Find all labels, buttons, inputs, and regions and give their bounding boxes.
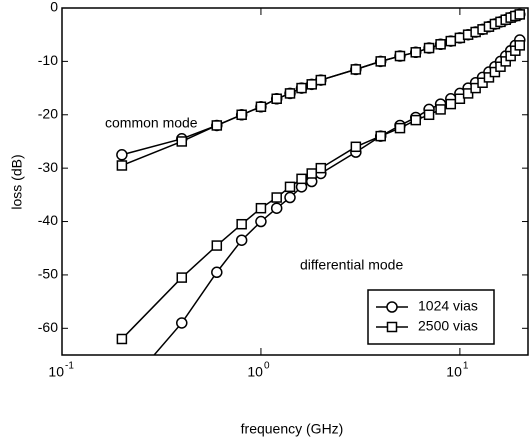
marker <box>514 9 526 20</box>
marker <box>454 93 466 105</box>
marker <box>435 104 446 115</box>
marker <box>483 72 495 83</box>
x-tick-exponent: 1 <box>463 361 469 372</box>
marker <box>350 64 362 75</box>
marker <box>271 93 282 105</box>
marker <box>255 215 267 228</box>
marker <box>296 173 307 185</box>
marker <box>284 181 296 193</box>
legend-label: 2500 vias <box>418 318 478 334</box>
marker <box>284 88 296 99</box>
marker <box>470 82 481 94</box>
marker <box>270 202 283 214</box>
y-tick-label: -40 <box>38 212 58 228</box>
marker <box>394 122 406 134</box>
marker <box>375 56 386 67</box>
marker <box>423 109 435 121</box>
marker <box>445 98 457 110</box>
marker <box>296 82 307 94</box>
x-axis-label: frequency (GHz) <box>241 421 344 437</box>
plot-area <box>116 8 526 397</box>
marker <box>211 120 223 131</box>
legend-marker <box>386 301 398 313</box>
marker <box>255 101 267 113</box>
marker <box>236 218 247 230</box>
marker <box>423 42 435 54</box>
marker <box>489 66 501 78</box>
marker <box>306 79 317 90</box>
marker <box>176 317 188 329</box>
marker <box>271 192 282 203</box>
y-tick-label: -30 <box>38 159 58 175</box>
axes-frame <box>61 7 529 356</box>
x-tick-exponent: -1 <box>65 361 74 372</box>
marker <box>462 88 474 99</box>
marker <box>375 130 386 142</box>
legend-marker <box>386 321 398 333</box>
y-axis-label: loss (dB) <box>9 154 25 209</box>
marker <box>116 333 128 345</box>
marker <box>117 387 127 397</box>
marker <box>255 202 267 214</box>
marker <box>176 272 188 283</box>
marker <box>116 160 128 171</box>
annotation: common mode <box>105 115 198 131</box>
y-tick-label: -20 <box>38 105 58 121</box>
marker <box>211 240 223 251</box>
marker <box>235 234 248 246</box>
y-tick-label: 0 <box>50 0 58 15</box>
marker <box>306 168 317 179</box>
annotation: differential mode <box>300 257 403 273</box>
marker <box>211 266 223 279</box>
x-tick-label: 10 <box>48 364 64 380</box>
marker <box>350 141 362 153</box>
marker <box>477 77 488 88</box>
marker <box>410 114 421 126</box>
marker <box>176 136 188 147</box>
marker <box>315 74 327 86</box>
marker <box>315 162 327 174</box>
legend-box <box>367 289 495 345</box>
x-tick-label: 10 <box>247 364 263 380</box>
x-tick-label: 10 <box>446 364 462 380</box>
marker <box>284 191 296 204</box>
marker <box>445 35 457 47</box>
x-tick-exponent: 0 <box>264 361 270 372</box>
y-tick-label: -10 <box>38 52 58 68</box>
marker <box>410 47 421 58</box>
marker <box>435 39 446 50</box>
marker <box>236 109 247 121</box>
y-tick-label: -60 <box>38 319 58 335</box>
y-tick-label: -50 <box>38 266 58 282</box>
marker <box>514 40 526 51</box>
marker <box>394 50 406 62</box>
marker <box>116 149 128 161</box>
legend-label: 1024 vias <box>418 298 478 314</box>
